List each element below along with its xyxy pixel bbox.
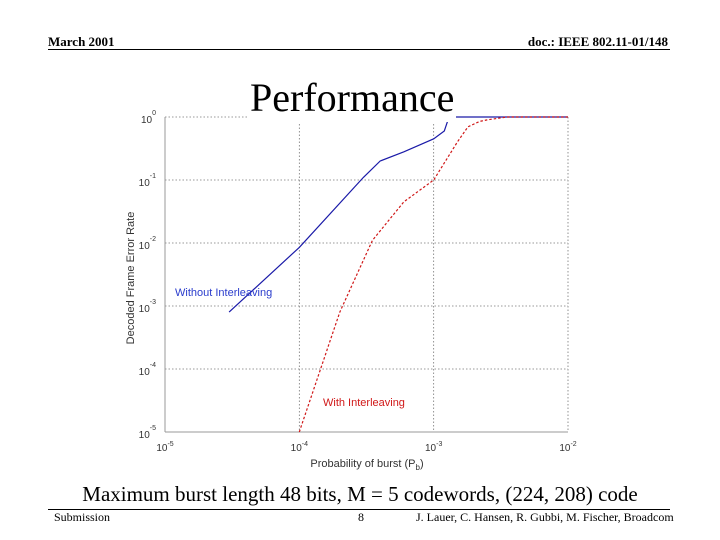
- x-tick-label-2: 10-3: [425, 441, 442, 454]
- y-axis-label: Decoded Frame Error Rate: [125, 212, 137, 345]
- annotation-without-interleaving: Without Interleaving: [175, 287, 272, 299]
- chart-axes: [164, 117, 568, 433]
- x-tick-exponent-2: -3: [436, 441, 442, 448]
- y-tick-label-1: 10-1: [139, 173, 156, 189]
- y-tick-exponent-1: -1: [150, 173, 156, 180]
- annotation-with-interleaving: With Interleaving: [323, 397, 405, 409]
- y-tick-exponent-5: -5: [150, 425, 156, 432]
- y-tick-label-2: 10-2: [139, 236, 156, 252]
- header-rule: [48, 49, 670, 50]
- y-tick-exponent-4: -4: [150, 362, 156, 369]
- slide-subtitle: Maximum burst length 48 bits, M = 5 code…: [82, 482, 638, 506]
- chart-labels: Probability of burst (Pb) Decoded Frame …: [125, 212, 424, 472]
- y-tick-exponent-2: -2: [150, 236, 156, 243]
- x-tick-exponent-0: -5: [167, 441, 173, 448]
- footer-authors: J. Lauer, C. Hansen, R. Gubbi, M. Fische…: [416, 510, 674, 524]
- x-tick-exponent-1: -4: [302, 441, 308, 448]
- y-tick-exponent-3: -3: [150, 299, 156, 306]
- x-tick-label-3: 10-2: [559, 441, 576, 454]
- header-doc-id: doc.: IEEE 802.11-01/148: [527, 34, 668, 49]
- chart-series: [228, 116, 568, 433]
- x-tick-exponent-3: -2: [570, 441, 576, 448]
- x-tick-label-0: 10-5: [156, 441, 173, 454]
- footer-submission: Submission: [54, 510, 111, 524]
- x-tick-label-1: 10-4: [291, 441, 308, 454]
- footer-page-number: 8: [358, 510, 364, 524]
- y-tick-label-0: 100: [141, 110, 156, 126]
- y-tick-label-3: 10-3: [139, 299, 156, 315]
- slide-title: Performance: [248, 74, 457, 122]
- y-tick-label-5: 10-5: [139, 425, 156, 441]
- chart-tick-labels: 10-5 10-4 10-3 10-2 100 10-1 10-2 10-3 10-4 10-5: [139, 110, 577, 454]
- chart-grid: [164, 116, 569, 433]
- x-axis-label: Probability of burst (Pb): [310, 458, 423, 472]
- footer-rule: [48, 509, 670, 510]
- y-tick-exponent-0: 0: [152, 110, 156, 117]
- series-line-without-interleaving: [228, 116, 568, 313]
- header-date: March 2001: [48, 34, 115, 49]
- y-tick-label-4: 10-4: [139, 362, 156, 378]
